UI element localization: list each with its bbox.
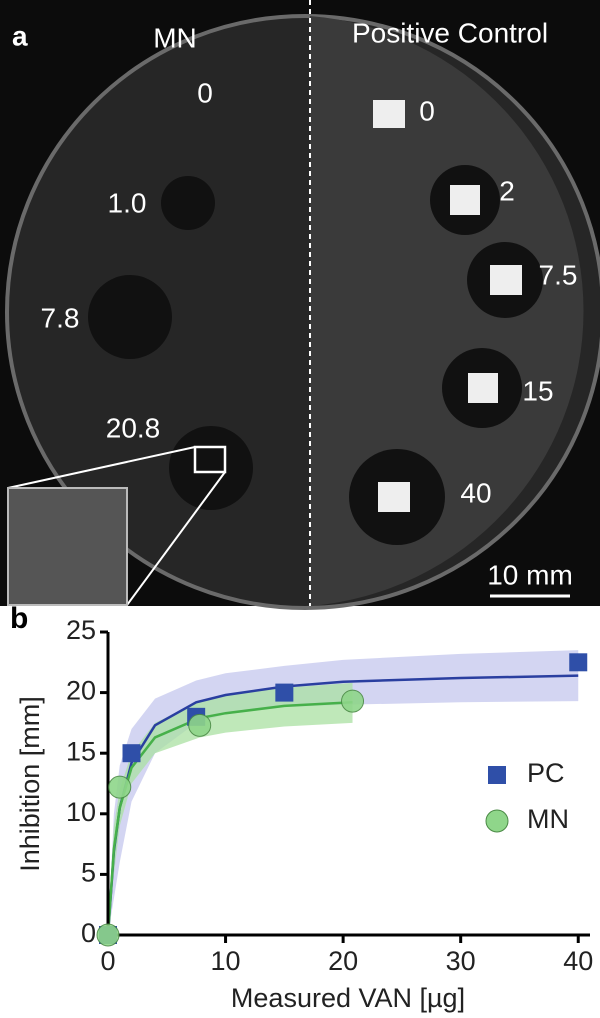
panel-label: b — [10, 602, 28, 635]
x-tick-label: 0 — [100, 946, 115, 976]
disk — [450, 185, 480, 215]
disk — [468, 373, 498, 403]
disk — [373, 100, 405, 128]
y-tick-label: 20 — [66, 676, 96, 706]
figure: a MN Positive Control 0 1.0 7.8 20.8 0 2… — [0, 0, 600, 1018]
y-tick-label: 5 — [81, 858, 96, 888]
group-title: MN — [153, 22, 197, 53]
dose-label: 0 — [419, 95, 435, 126]
x-tick-label: 10 — [211, 946, 241, 976]
x-tick-label: 30 — [446, 946, 476, 976]
data-point — [569, 653, 587, 671]
x-axis-title: Measured VAN [µg] — [231, 983, 465, 1013]
zone — [161, 176, 215, 230]
dose-label: 15 — [522, 375, 553, 406]
legend-marker — [488, 766, 506, 784]
data-point — [342, 690, 364, 712]
data-point — [275, 684, 293, 702]
legend-marker — [486, 810, 508, 832]
data-point — [189, 714, 211, 736]
data-point — [97, 924, 119, 946]
y-tick-label: 15 — [66, 736, 96, 766]
data-point — [123, 744, 141, 762]
y-axis-title: Inhibition [mm] — [15, 696, 45, 872]
disk — [490, 265, 522, 295]
data-point — [109, 776, 131, 798]
x-tick-label: 20 — [328, 946, 358, 976]
zone — [88, 275, 172, 359]
group-title: Positive Control — [352, 17, 548, 48]
dose-label: 7.8 — [41, 302, 80, 333]
legend-label: PC — [527, 758, 565, 788]
dose-label: 2 — [499, 175, 515, 206]
dose-label: 7.5 — [539, 259, 578, 290]
y-tick-label: 0 — [81, 918, 96, 948]
x-tick-label: 40 — [563, 946, 593, 976]
y-tick-label: 25 — [66, 615, 96, 645]
dose-label: 1.0 — [108, 187, 147, 218]
dose-label: 0 — [197, 77, 213, 108]
panel-label: a — [12, 20, 28, 51]
photo-panel: a MN Positive Control 0 1.0 7.8 20.8 0 2… — [0, 0, 600, 608]
dose-label: 40 — [460, 477, 491, 508]
zone — [169, 426, 253, 510]
scale-bar-label: 10 mm — [487, 559, 573, 590]
disk — [378, 482, 410, 512]
legend-label: MN — [527, 804, 569, 834]
dose-label: 20.8 — [106, 412, 161, 443]
y-tick-label: 10 — [66, 797, 96, 827]
inset — [8, 488, 127, 605]
